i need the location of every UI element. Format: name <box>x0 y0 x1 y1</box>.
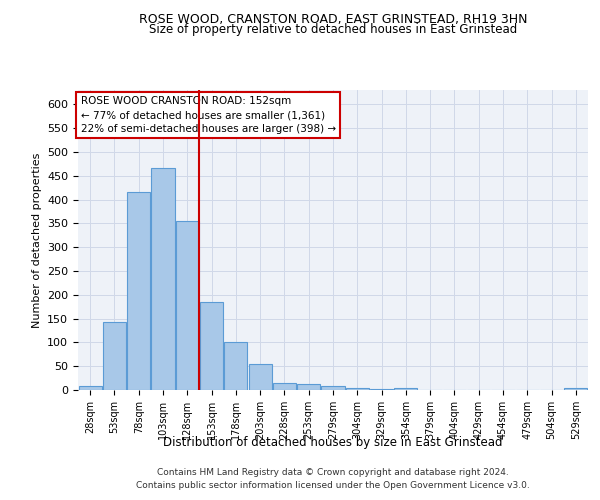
Bar <box>224 342 247 390</box>
Bar <box>79 386 101 390</box>
Bar <box>346 388 369 390</box>
Bar <box>565 388 587 390</box>
Y-axis label: Number of detached properties: Number of detached properties <box>32 152 41 328</box>
Text: ROSE WOOD, CRANSTON ROAD, EAST GRINSTEAD, RH19 3HN: ROSE WOOD, CRANSTON ROAD, EAST GRINSTEAD… <box>139 12 527 26</box>
Text: Distribution of detached houses by size in East Grinstead: Distribution of detached houses by size … <box>163 436 503 449</box>
Text: Contains HM Land Registry data © Crown copyright and database right 2024.: Contains HM Land Registry data © Crown c… <box>157 468 509 477</box>
Bar <box>151 168 175 390</box>
Bar <box>176 221 199 390</box>
Text: ROSE WOOD CRANSTON ROAD: 152sqm
← 77% of detached houses are smaller (1,361)
22%: ROSE WOOD CRANSTON ROAD: 152sqm ← 77% of… <box>80 96 335 134</box>
Bar <box>103 322 126 390</box>
Bar <box>248 364 272 390</box>
Text: Size of property relative to detached houses in East Grinstead: Size of property relative to detached ho… <box>149 22 517 36</box>
Bar <box>394 388 418 390</box>
Bar <box>200 302 223 390</box>
Bar <box>297 384 320 390</box>
Bar <box>273 383 296 390</box>
Bar <box>370 388 393 390</box>
Text: Contains public sector information licensed under the Open Government Licence v3: Contains public sector information licen… <box>136 480 530 490</box>
Bar <box>127 192 150 390</box>
Bar <box>322 386 344 390</box>
